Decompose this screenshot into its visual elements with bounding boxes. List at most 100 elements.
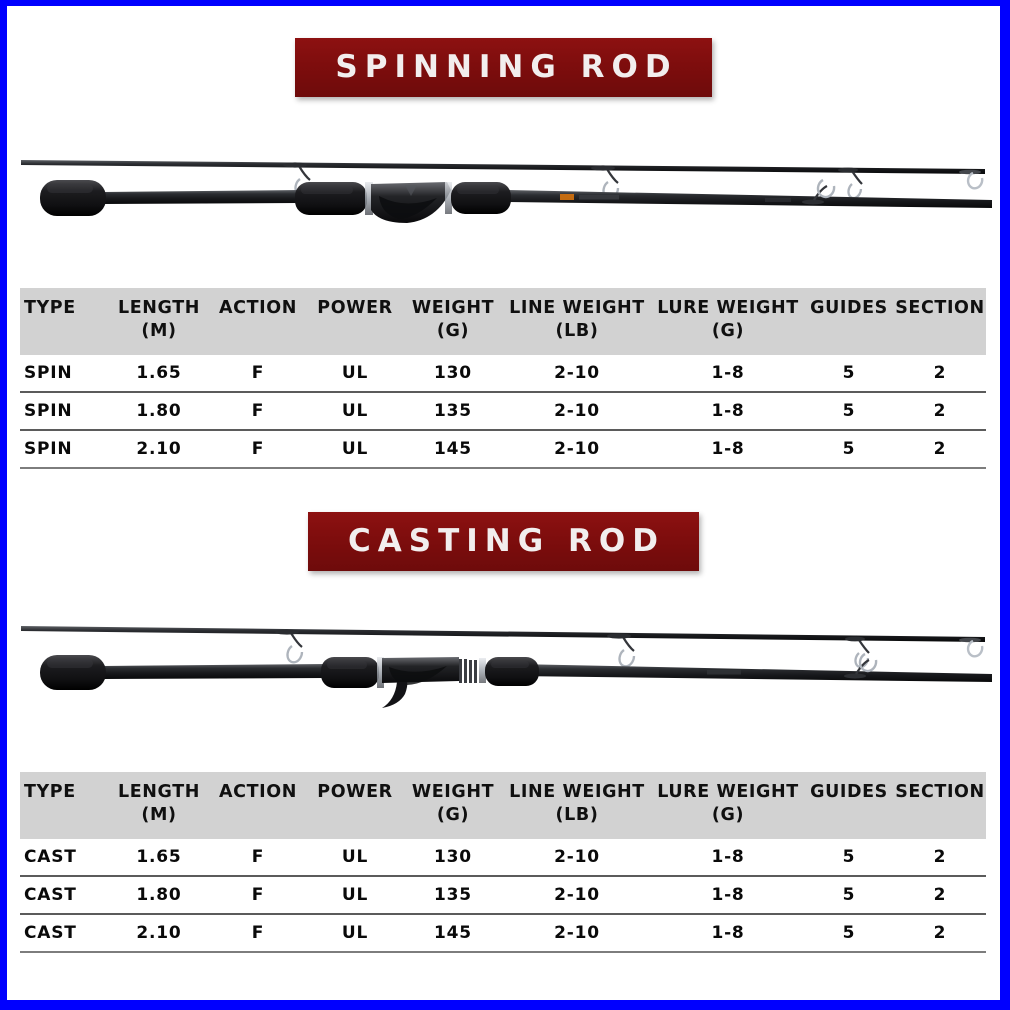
cell-line-weight: 2-10 <box>502 913 652 953</box>
spinning-butt-section <box>40 178 992 223</box>
cell-lure-weight: 1-8 <box>652 838 804 877</box>
table-row: CAST 1.65 F UL 130 2-10 1-8 5 2 <box>20 838 986 877</box>
frame-border-bottom <box>0 1000 1010 1010</box>
spinning-rod-banner-label: SPINNING ROD <box>295 38 712 97</box>
cell-power: UL <box>306 354 404 393</box>
cell-weight: 130 <box>404 838 502 877</box>
cell-guides: 5 <box>804 354 894 393</box>
cell-action: F <box>210 354 306 393</box>
cell-line-weight: 2-10 <box>502 838 652 877</box>
cell-weight: 145 <box>404 913 502 953</box>
frame-border-right <box>1000 0 1010 1010</box>
cell-type: SPIN <box>20 354 108 393</box>
cell-length: 1.80 <box>108 875 210 915</box>
table-row: SPIN 1.65 F UL 130 2-10 1-8 5 2 <box>20 354 986 393</box>
cell-power: UL <box>306 913 404 953</box>
header-power: POWER <box>306 288 404 355</box>
header-type: TYPE <box>20 288 108 355</box>
cell-power: UL <box>306 429 404 469</box>
cell-section: 2 <box>894 875 986 915</box>
casting-tip-section <box>21 626 985 669</box>
header-section: SECTION <box>894 288 986 355</box>
casting-rod-banner: CASTING ROD <box>7 512 1000 571</box>
header-lure-weight: LURE WEIGHT (G) <box>652 288 804 355</box>
cell-weight: 130 <box>404 354 502 393</box>
cell-action: F <box>210 875 306 915</box>
header-guides: GUIDES <box>804 288 894 355</box>
cell-guides: 5 <box>804 429 894 469</box>
spinning-rod-spec-table: TYPE LENGTH (M) ACTION POWER <box>20 288 986 469</box>
cell-length: 1.65 <box>108 354 210 393</box>
cell-length: 1.80 <box>108 391 210 431</box>
reel-seat <box>365 182 452 223</box>
casting-rod-spec-table: TYPE LENGTH (M) ACTION POWER <box>20 772 986 953</box>
cell-weight: 145 <box>404 429 502 469</box>
cell-type: CAST <box>20 913 108 953</box>
cell-type: SPIN <box>20 429 108 469</box>
cell-power: UL <box>306 838 404 877</box>
cell-action: F <box>210 838 306 877</box>
cell-type: CAST <box>20 838 108 877</box>
casting-butt-section <box>40 652 992 708</box>
header-guides: GUIDES <box>804 772 894 839</box>
cell-lure-weight: 1-8 <box>652 429 804 469</box>
rear-grip <box>295 182 367 215</box>
cell-section: 2 <box>894 913 986 953</box>
cell-length: 1.65 <box>108 838 210 877</box>
cell-line-weight: 2-10 <box>502 875 652 915</box>
header-action: ACTION <box>210 772 306 839</box>
cell-section: 2 <box>894 429 986 469</box>
cell-lure-weight: 1-8 <box>652 913 804 953</box>
cell-type: SPIN <box>20 391 108 431</box>
table-row: SPIN 1.80 F UL 135 2-10 1-8 5 2 <box>20 391 986 431</box>
header-weight: WEIGHT (G) <box>404 772 502 839</box>
butt-grip <box>40 180 106 216</box>
table-header-row: TYPE LENGTH (M) ACTION POWER <box>20 772 986 839</box>
cell-lure-weight: 1-8 <box>652 354 804 393</box>
header-length: LENGTH (M) <box>108 772 210 839</box>
spinning-rod-illustration <box>7 124 1000 239</box>
cell-weight: 135 <box>404 391 502 431</box>
frame-border-left <box>0 0 7 1010</box>
casting-rod-illustration <box>7 604 1000 719</box>
header-action: ACTION <box>210 288 306 355</box>
header-line-weight: LINE WEIGHT (LB) <box>502 772 652 839</box>
cell-guides: 5 <box>804 391 894 431</box>
cell-action: F <box>210 913 306 953</box>
table-row: CAST 1.80 F UL 135 2-10 1-8 5 2 <box>20 875 986 915</box>
cell-guides: 5 <box>804 875 894 915</box>
frame-border-top <box>0 0 1010 6</box>
header-type: TYPE <box>20 772 108 839</box>
header-lure-weight: LURE WEIGHT (G) <box>652 772 804 839</box>
spinning-rod-banner: SPINNING ROD <box>7 38 1000 97</box>
cell-action: F <box>210 429 306 469</box>
casting-rod-banner-label: CASTING ROD <box>308 512 699 571</box>
front-grip <box>485 657 539 686</box>
header-length: LENGTH (M) <box>108 288 210 355</box>
cell-length: 2.10 <box>108 913 210 953</box>
table-header-row: TYPE LENGTH (M) ACTION POWER <box>20 288 986 355</box>
cell-line-weight: 2-10 <box>502 429 652 469</box>
cell-line-weight: 2-10 <box>502 391 652 431</box>
cell-lure-weight: 1-8 <box>652 875 804 915</box>
cell-weight: 135 <box>404 875 502 915</box>
cell-action: F <box>210 391 306 431</box>
cell-length: 2.10 <box>108 429 210 469</box>
cell-section: 2 <box>894 838 986 877</box>
front-grip <box>451 182 511 214</box>
cell-guides: 5 <box>804 913 894 953</box>
cell-section: 2 <box>894 354 986 393</box>
header-weight: WEIGHT (G) <box>404 288 502 355</box>
sheet-content: SPINNING ROD <box>7 6 1000 1000</box>
cell-guides: 5 <box>804 838 894 877</box>
table-row: CAST 2.10 F UL 145 2-10 1-8 5 2 <box>20 913 986 953</box>
cell-type: CAST <box>20 875 108 915</box>
reel-seat <box>377 657 486 708</box>
cell-section: 2 <box>894 391 986 431</box>
header-section: SECTION <box>894 772 986 839</box>
table-row: SPIN 2.10 F UL 145 2-10 1-8 5 2 <box>20 429 986 469</box>
cell-power: UL <box>306 391 404 431</box>
header-line-weight: LINE WEIGHT (LB) <box>502 288 652 355</box>
butt-grip <box>40 655 106 690</box>
